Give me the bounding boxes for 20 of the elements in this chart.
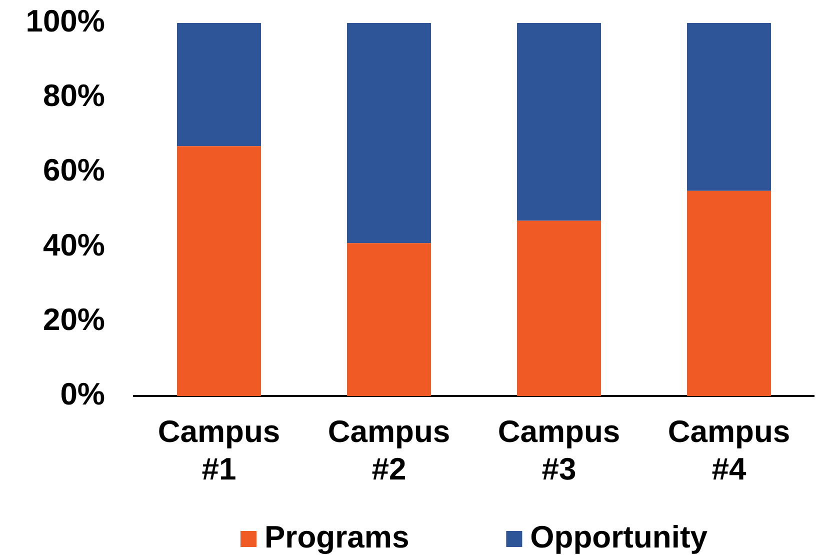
y-tick-label: 0% [60, 376, 105, 412]
legend-label: Opportunity [530, 520, 708, 555]
bar [347, 23, 431, 244]
bar [177, 23, 261, 146]
x-tick-label: Campus #1 [158, 414, 280, 486]
legend-label: Programs [264, 520, 410, 555]
bar [687, 190, 771, 396]
bar [517, 23, 601, 221]
x-tick-label: Campus #4 [668, 414, 790, 486]
y-tick-label: 20% [42, 302, 105, 337]
bar [177, 146, 261, 396]
x-tick-label: Campus #3 [498, 414, 620, 486]
bar [347, 243, 431, 396]
y-tick-label: 60% [42, 152, 105, 188]
y-tick-label: 100% [26, 4, 105, 39]
bar [517, 220, 601, 396]
y-tick-label: 40% [42, 227, 105, 262]
x-tick-label: Campus #2 [328, 414, 450, 486]
y-tick-label: 80% [42, 78, 105, 114]
bar [687, 23, 771, 191]
